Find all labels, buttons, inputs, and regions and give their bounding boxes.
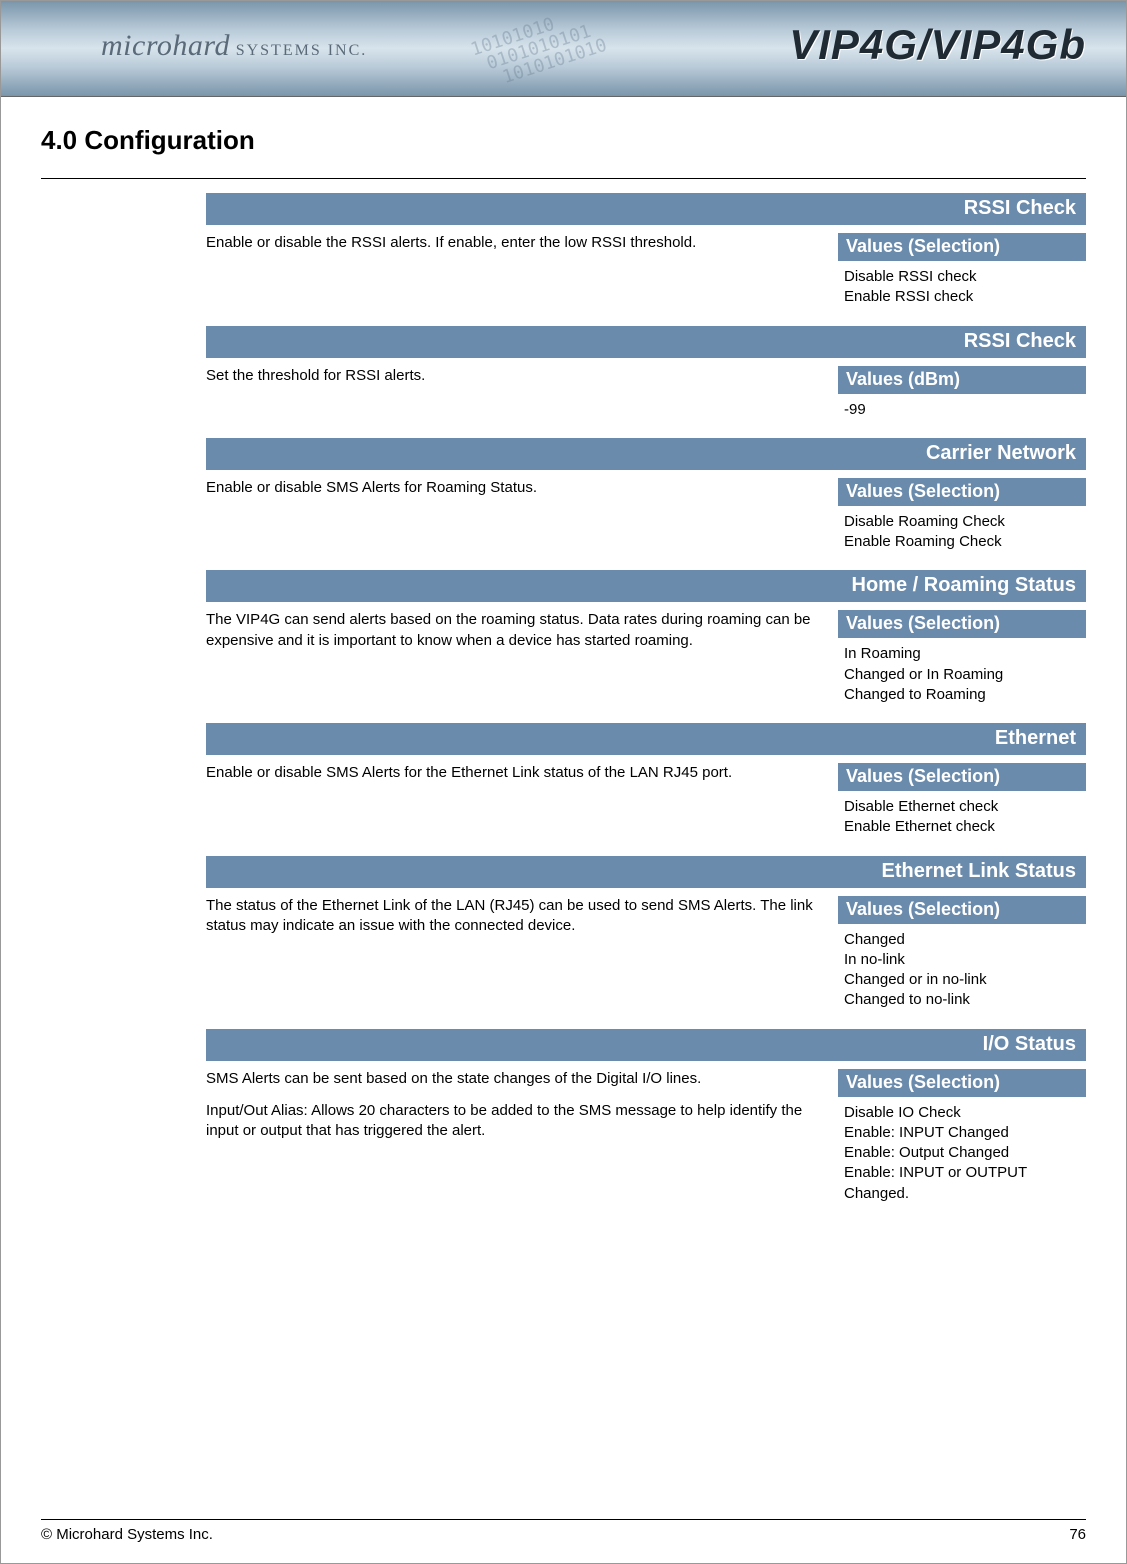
- values-header: Values (Selection): [838, 896, 1086, 924]
- value-option: In Roaming: [844, 644, 1086, 664]
- values-header: Values (Selection): [838, 233, 1086, 261]
- brand-block: microhard SYSTEMS INC.: [101, 29, 367, 63]
- product-title: VIP4G/VIP4Gb: [789, 21, 1086, 69]
- footer: © Microhard Systems Inc. 76: [41, 1519, 1086, 1543]
- config-item-description: Enable or disable SMS Alerts for Roaming…: [206, 478, 820, 498]
- description-paragraph: The status of the Ethernet Link of the L…: [206, 896, 820, 937]
- values-header: Values (Selection): [838, 763, 1086, 791]
- config-item-title-bar: I/O Status: [206, 1029, 1086, 1061]
- page: 10101010 0101010101 1010101010 microhard…: [0, 0, 1127, 1564]
- value-option: Enable Ethernet check: [844, 817, 1086, 837]
- value-option: Changed: [844, 930, 1086, 950]
- description-paragraph: Enable or disable the RSSI alerts. If en…: [206, 233, 820, 253]
- value-option: Enable: INPUT or OUTPUT Changed.: [844, 1163, 1086, 1204]
- config-item-title-bar: Ethernet: [206, 723, 1086, 755]
- config-item-description: The VIP4G can send alerts based on the r…: [206, 610, 820, 651]
- value-option: Enable RSSI check: [844, 287, 1086, 307]
- config-item-title-bar: RSSI Check: [206, 193, 1086, 225]
- value-option: Disable RSSI check: [844, 267, 1086, 287]
- value-option: Enable: INPUT Changed: [844, 1123, 1086, 1143]
- values-list: -99: [838, 400, 1086, 420]
- config-item: Carrier Network Enable or disable SMS Ale…: [206, 438, 1086, 553]
- value-option: In no-link: [844, 950, 1086, 970]
- config-area: RSSI Check Enable or disable the RSSI ale…: [206, 193, 1086, 1204]
- config-item-row: The VIP4G can send alerts based on the r…: [206, 610, 1086, 705]
- config-item: Home / Roaming Status The VIP4G can send …: [206, 570, 1086, 705]
- value-option: Changed to no-link: [844, 990, 1086, 1010]
- value-option: Changed to Roaming: [844, 685, 1086, 705]
- brand-subtitle: SYSTEMS INC.: [236, 42, 368, 59]
- value-option: Disable Roaming Check: [844, 512, 1086, 532]
- values-list: In RoamingChanged or In RoamingChanged t…: [838, 644, 1086, 705]
- footer-rule: [41, 1519, 1086, 1520]
- config-item-row: Enable or disable the RSSI alerts. If en…: [206, 233, 1086, 308]
- config-item: RSSI Check Enable or disable the RSSI ale…: [206, 193, 1086, 308]
- description-paragraph: SMS Alerts can be sent based on the stat…: [206, 1069, 820, 1089]
- value-option: Disable Ethernet check: [844, 797, 1086, 817]
- description-paragraph: Enable or disable SMS Alerts for Roaming…: [206, 478, 820, 498]
- binary-decoration: 10101010 0101010101 1010101010: [468, 2, 608, 94]
- description-paragraph: The VIP4G can send alerts based on the r…: [206, 610, 820, 651]
- value-option: Changed or In Roaming: [844, 665, 1086, 685]
- value-option: -99: [844, 400, 1086, 420]
- values-list: Disable Ethernet checkEnable Ethernet ch…: [838, 797, 1086, 838]
- content: 4.0 Configuration RSSI Check Enable or di…: [1, 97, 1126, 1204]
- value-option: Changed or in no-link: [844, 970, 1086, 990]
- values-list: Disable RSSI checkEnable RSSI check: [838, 267, 1086, 308]
- values-list: Disable Roaming CheckEnable Roaming Chec…: [838, 512, 1086, 553]
- config-item: RSSI Check Set the threshold for RSSI ale…: [206, 326, 1086, 420]
- values-header: Values (Selection): [838, 610, 1086, 638]
- page-number: 76: [1069, 1526, 1086, 1543]
- config-item-description: Set the threshold for RSSI alerts.: [206, 366, 820, 386]
- config-item-row: Set the threshold for RSSI alerts. Values…: [206, 366, 1086, 420]
- values-header: Values (Selection): [838, 1069, 1086, 1097]
- values-column: Values (Selection) Disable Ethernet check…: [838, 763, 1086, 838]
- config-item-description: Enable or disable SMS Alerts for the Eth…: [206, 763, 820, 783]
- value-option: Enable Roaming Check: [844, 532, 1086, 552]
- values-header: Values (dBm): [838, 366, 1086, 394]
- config-item: Ethernet Link Status The status of the Et…: [206, 856, 1086, 1011]
- config-item-description: The status of the Ethernet Link of the L…: [206, 896, 820, 937]
- config-item-title-bar: RSSI Check: [206, 326, 1086, 358]
- values-header: Values (Selection): [838, 478, 1086, 506]
- config-item-row: Enable or disable SMS Alerts for Roaming…: [206, 478, 1086, 553]
- config-item-title-bar: Ethernet Link Status: [206, 856, 1086, 888]
- description-paragraph: Enable or disable SMS Alerts for the Eth…: [206, 763, 820, 783]
- value-option: Enable: Output Changed: [844, 1143, 1086, 1163]
- brand-name: microhard: [101, 29, 230, 62]
- description-paragraph: Input/Out Alias: Allows 20 characters to…: [206, 1101, 820, 1142]
- config-item-description: SMS Alerts can be sent based on the stat…: [206, 1069, 820, 1142]
- copyright: © Microhard Systems Inc.: [41, 1526, 213, 1543]
- values-list: Disable IO CheckEnable: INPUT ChangedEna…: [838, 1103, 1086, 1204]
- values-column: Values (Selection) Disable RSSI checkEnab…: [838, 233, 1086, 308]
- description-paragraph: Set the threshold for RSSI alerts.: [206, 366, 820, 386]
- values-column: Values (Selection)Disable IO CheckEnable…: [838, 1069, 1086, 1204]
- config-item-row: SMS Alerts can be sent based on the stat…: [206, 1069, 1086, 1204]
- values-column: Values (Selection)ChangedIn no-linkChang…: [838, 896, 1086, 1011]
- values-column: Values (dBm) -99: [838, 366, 1086, 420]
- section-title: 4.0 Configuration: [41, 125, 1086, 156]
- config-item-row: Enable or disable SMS Alerts for the Eth…: [206, 763, 1086, 838]
- values-list: ChangedIn no-linkChanged or in no-linkCh…: [838, 930, 1086, 1011]
- config-item-title-bar: Carrier Network: [206, 438, 1086, 470]
- value-option: Disable IO Check: [844, 1103, 1086, 1123]
- config-item-title-bar: Home / Roaming Status: [206, 570, 1086, 602]
- section-rule: [41, 178, 1086, 179]
- values-column: Values (Selection) In RoamingChanged or I…: [838, 610, 1086, 705]
- config-item: Ethernet Enable or disable SMS Alerts for…: [206, 723, 1086, 838]
- config-item: I/O Status SMS Alerts can be sent based o…: [206, 1029, 1086, 1204]
- config-item-description: Enable or disable the RSSI alerts. If en…: [206, 233, 820, 253]
- header-banner: 10101010 0101010101 1010101010 microhard…: [1, 1, 1126, 97]
- config-item-row: The status of the Ethernet Link of the L…: [206, 896, 1086, 1011]
- values-column: Values (Selection) Disable Roaming CheckE…: [838, 478, 1086, 553]
